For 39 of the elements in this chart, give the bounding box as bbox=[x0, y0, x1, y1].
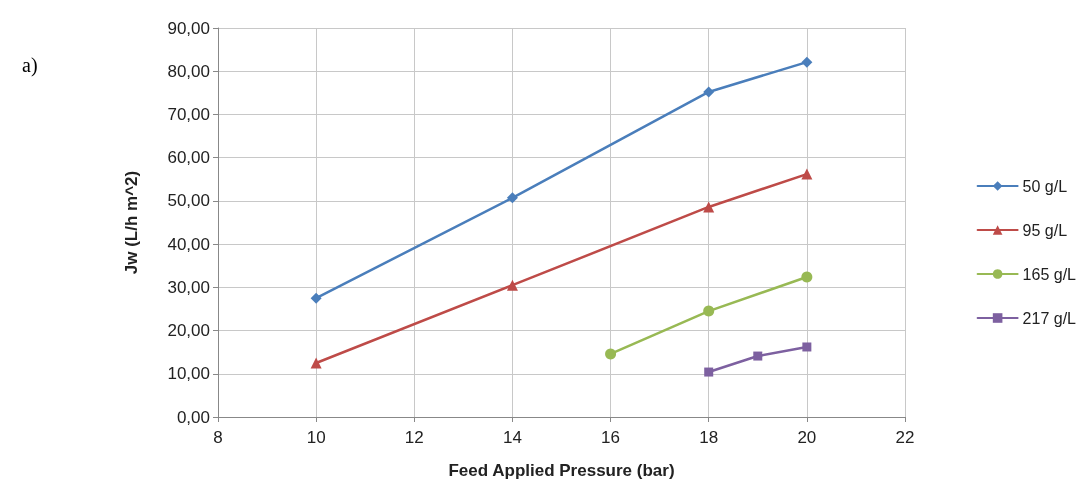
x-tick-label: 18 bbox=[699, 428, 719, 447]
x-tick-label: 14 bbox=[502, 428, 522, 447]
point bbox=[506, 279, 518, 291]
legend-label: 50 g/L bbox=[1022, 177, 1068, 195]
legend-label: 165 g/L bbox=[1022, 265, 1077, 283]
x-tick-label: 10 bbox=[306, 428, 326, 447]
y-tick-label: 80,00 bbox=[167, 61, 210, 81]
legend-label: 217 g/L bbox=[1022, 309, 1077, 327]
x-tick-label: 22 bbox=[895, 428, 915, 447]
x-tick-label: 20 bbox=[797, 428, 817, 447]
y-tick-label: 60,00 bbox=[167, 148, 210, 168]
point bbox=[506, 192, 518, 204]
point bbox=[703, 86, 715, 98]
point bbox=[310, 357, 322, 369]
y-tick-label: 50,00 bbox=[167, 191, 210, 211]
point bbox=[801, 168, 813, 180]
point bbox=[310, 292, 322, 304]
y-tick-label: 20,00 bbox=[167, 321, 210, 341]
point bbox=[802, 342, 812, 352]
point bbox=[703, 305, 715, 317]
point bbox=[605, 348, 617, 360]
text: a) bbox=[22, 54, 38, 77]
point bbox=[801, 271, 813, 283]
x-axis-title: Feed Applied Pressure (bar) bbox=[448, 461, 675, 480]
x-tick-label: 8 bbox=[213, 428, 223, 447]
y-tick-label: 10,00 bbox=[167, 364, 210, 384]
point bbox=[801, 56, 813, 68]
point bbox=[753, 351, 763, 361]
x-tick-label: 12 bbox=[404, 428, 424, 447]
y-tick-label: 70,00 bbox=[167, 104, 210, 124]
y-tick-label: 30,00 bbox=[167, 277, 210, 297]
y-tick-label: 40,00 bbox=[167, 234, 210, 254]
y-tick-label: 90,00 bbox=[167, 18, 210, 38]
point bbox=[703, 201, 715, 213]
x-tick-label: 16 bbox=[601, 428, 621, 447]
point bbox=[704, 367, 714, 377]
legend-label: 95 g/L bbox=[1022, 221, 1068, 239]
y-tick-label: 0,00 bbox=[176, 407, 210, 427]
y-axis-title: Jw (L/h m^2) bbox=[122, 170, 141, 275]
